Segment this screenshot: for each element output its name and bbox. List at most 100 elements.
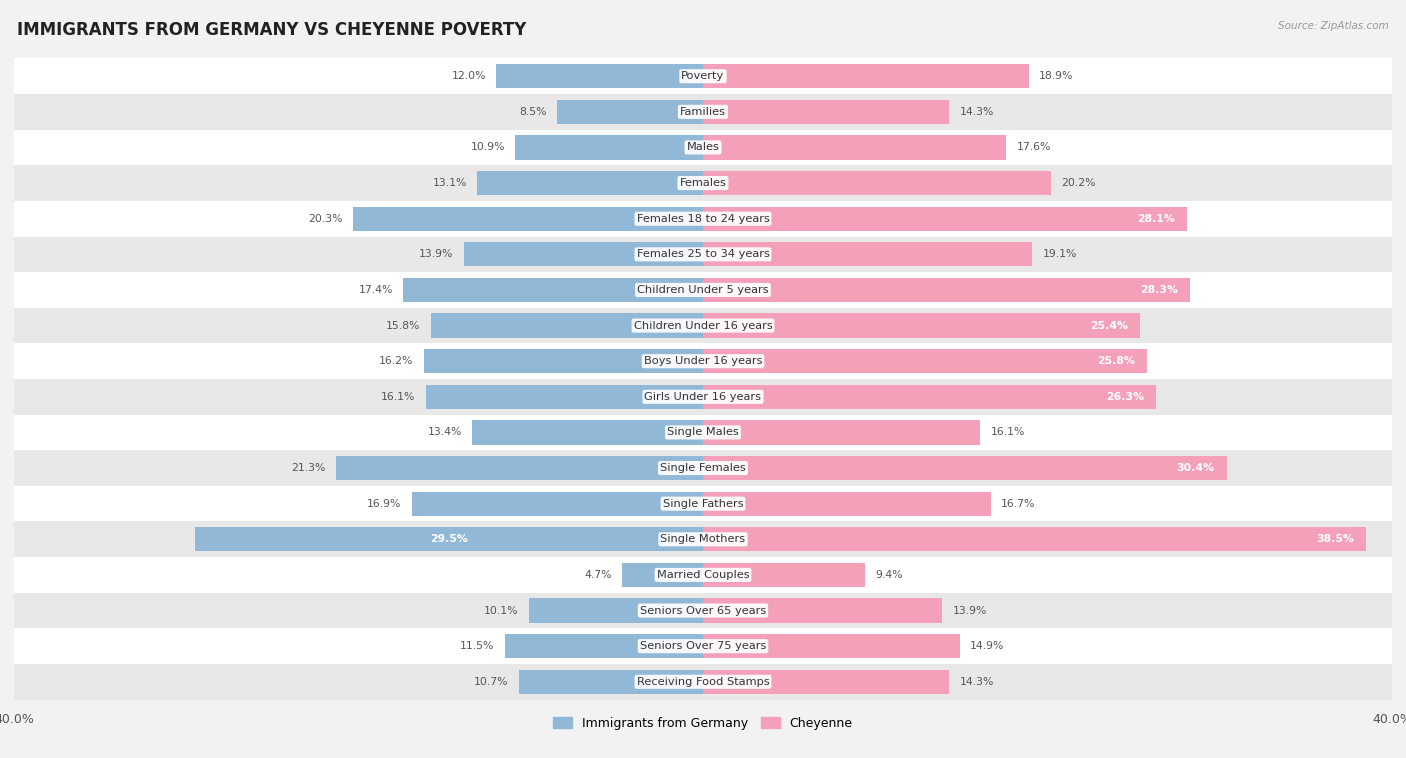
Text: 25.8%: 25.8% bbox=[1098, 356, 1135, 366]
Text: 13.1%: 13.1% bbox=[433, 178, 467, 188]
Bar bbox=[703, 669, 949, 694]
Bar bbox=[14, 201, 1392, 236]
Bar bbox=[425, 349, 703, 373]
Bar bbox=[14, 522, 1392, 557]
Bar bbox=[496, 64, 703, 89]
Text: 20.2%: 20.2% bbox=[1062, 178, 1095, 188]
Text: 30.4%: 30.4% bbox=[1177, 463, 1215, 473]
Bar bbox=[703, 136, 1007, 160]
Text: 14.9%: 14.9% bbox=[970, 641, 1004, 651]
Bar bbox=[426, 385, 703, 409]
Text: 11.5%: 11.5% bbox=[460, 641, 495, 651]
Bar bbox=[14, 486, 1392, 522]
Bar bbox=[703, 562, 865, 587]
Bar bbox=[14, 415, 1392, 450]
Bar bbox=[703, 278, 1191, 302]
Bar bbox=[14, 236, 1392, 272]
Text: 16.7%: 16.7% bbox=[1001, 499, 1035, 509]
Bar bbox=[430, 314, 703, 337]
Bar bbox=[703, 492, 991, 515]
Text: Seniors Over 75 years: Seniors Over 75 years bbox=[640, 641, 766, 651]
Bar bbox=[703, 456, 1226, 480]
Bar bbox=[621, 562, 703, 587]
Text: Males: Males bbox=[686, 143, 720, 152]
Text: 12.0%: 12.0% bbox=[451, 71, 486, 81]
Bar bbox=[478, 171, 703, 196]
Text: Single Fathers: Single Fathers bbox=[662, 499, 744, 509]
Text: 28.3%: 28.3% bbox=[1140, 285, 1178, 295]
Bar bbox=[703, 100, 949, 124]
Legend: Immigrants from Germany, Cheyenne: Immigrants from Germany, Cheyenne bbox=[548, 712, 858, 735]
Bar bbox=[353, 207, 703, 231]
Text: 8.5%: 8.5% bbox=[519, 107, 547, 117]
Text: Children Under 5 years: Children Under 5 years bbox=[637, 285, 769, 295]
Bar bbox=[703, 527, 1367, 551]
Text: 21.3%: 21.3% bbox=[291, 463, 326, 473]
Bar bbox=[14, 130, 1392, 165]
Text: 17.4%: 17.4% bbox=[359, 285, 392, 295]
Text: Boys Under 16 years: Boys Under 16 years bbox=[644, 356, 762, 366]
Text: 4.7%: 4.7% bbox=[585, 570, 612, 580]
Text: 16.2%: 16.2% bbox=[380, 356, 413, 366]
Bar bbox=[336, 456, 703, 480]
Bar bbox=[14, 557, 1392, 593]
Bar bbox=[14, 664, 1392, 700]
Bar bbox=[14, 308, 1392, 343]
Bar bbox=[529, 598, 703, 622]
Text: 10.1%: 10.1% bbox=[484, 606, 519, 615]
Text: Source: ZipAtlas.com: Source: ZipAtlas.com bbox=[1278, 21, 1389, 31]
Bar bbox=[404, 278, 703, 302]
Bar bbox=[703, 64, 1029, 89]
Text: Seniors Over 65 years: Seniors Over 65 years bbox=[640, 606, 766, 615]
Text: 38.5%: 38.5% bbox=[1316, 534, 1354, 544]
Bar bbox=[515, 136, 703, 160]
Text: 14.3%: 14.3% bbox=[960, 677, 994, 687]
Text: Married Couples: Married Couples bbox=[657, 570, 749, 580]
Text: IMMIGRANTS FROM GERMANY VS CHEYENNE POVERTY: IMMIGRANTS FROM GERMANY VS CHEYENNE POVE… bbox=[17, 21, 526, 39]
Bar bbox=[505, 634, 703, 658]
Text: Girls Under 16 years: Girls Under 16 years bbox=[644, 392, 762, 402]
Bar bbox=[472, 421, 703, 444]
Bar bbox=[14, 272, 1392, 308]
Text: 16.1%: 16.1% bbox=[991, 428, 1025, 437]
Text: Females: Females bbox=[679, 178, 727, 188]
Text: 26.3%: 26.3% bbox=[1105, 392, 1144, 402]
Bar bbox=[14, 593, 1392, 628]
Text: 29.5%: 29.5% bbox=[430, 534, 468, 544]
Bar bbox=[703, 421, 980, 444]
Bar bbox=[703, 207, 1187, 231]
Bar bbox=[703, 171, 1050, 196]
Text: 25.4%: 25.4% bbox=[1091, 321, 1129, 330]
Bar bbox=[557, 100, 703, 124]
Text: 14.3%: 14.3% bbox=[960, 107, 994, 117]
Bar bbox=[412, 492, 703, 515]
Text: 28.1%: 28.1% bbox=[1137, 214, 1175, 224]
Bar bbox=[14, 94, 1392, 130]
Bar bbox=[703, 634, 960, 658]
Bar bbox=[703, 349, 1147, 373]
Text: Receiving Food Stamps: Receiving Food Stamps bbox=[637, 677, 769, 687]
Bar bbox=[195, 527, 703, 551]
Text: 10.9%: 10.9% bbox=[471, 143, 505, 152]
Bar bbox=[14, 450, 1392, 486]
Text: 10.7%: 10.7% bbox=[474, 677, 509, 687]
Text: Poverty: Poverty bbox=[682, 71, 724, 81]
Bar bbox=[519, 669, 703, 694]
Bar bbox=[14, 379, 1392, 415]
Text: 13.9%: 13.9% bbox=[953, 606, 987, 615]
Text: Females 18 to 24 years: Females 18 to 24 years bbox=[637, 214, 769, 224]
Text: Females 25 to 34 years: Females 25 to 34 years bbox=[637, 249, 769, 259]
Text: Single Mothers: Single Mothers bbox=[661, 534, 745, 544]
Bar bbox=[464, 243, 703, 266]
Bar bbox=[703, 598, 942, 622]
Text: Single Females: Single Females bbox=[661, 463, 745, 473]
Text: 16.9%: 16.9% bbox=[367, 499, 402, 509]
Bar bbox=[14, 165, 1392, 201]
Text: 15.8%: 15.8% bbox=[387, 321, 420, 330]
Text: 9.4%: 9.4% bbox=[875, 570, 903, 580]
Text: 13.4%: 13.4% bbox=[427, 428, 461, 437]
Text: Families: Families bbox=[681, 107, 725, 117]
Text: 20.3%: 20.3% bbox=[308, 214, 343, 224]
Text: Children Under 16 years: Children Under 16 years bbox=[634, 321, 772, 330]
Bar bbox=[14, 343, 1392, 379]
